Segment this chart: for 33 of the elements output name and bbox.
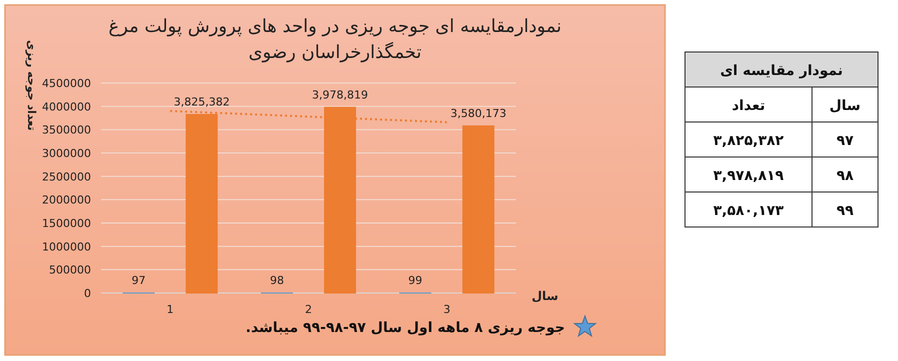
text: جوجه ریزی ۸ ماهه اول سال ۹۷-۹۸-۹۹ میباشد. [246,320,565,336]
y-tick-label: 2500000 [42,170,91,184]
text: نمودار مقایسه ای [720,63,843,79]
text: سال [829,98,861,114]
text: ۳,۹۷۸,۸۱۹ [713,168,784,184]
y-tick-label: 3500000 [42,124,91,137]
data-label: 3,978,819 [312,88,368,102]
data-label: 98 [270,274,284,287]
text: ۳,۸۲۵,۳۸۲ [713,133,784,149]
x-tick-label: 3 [443,303,450,316]
y-tick-label: 2000000 [42,194,91,207]
y-tick-label: 0 [84,287,91,300]
y-tick-label: 1000000 [42,240,91,254]
text: تعداد [732,98,766,114]
y-tick-label: 500000 [49,264,91,277]
x-axis-title: سال [532,289,558,303]
chart-title: نمودارمقایسه ای جوجه ریزی در واحد های پرورش پولت مرغ تخمگذارخراسان رضوی [107,15,562,65]
y-tick-label: 3000000 [42,147,91,160]
y-axis-title: تعداد جوجه ریزی [25,40,38,131]
text: ۹۹ [836,203,854,219]
text: ۹۷ [836,133,854,149]
data-label: 3,580,173 [450,106,506,120]
bar [462,125,494,294]
data-label: 97 [132,274,146,287]
y-tick-label: 4500000 [42,77,91,90]
data-label: 99 [408,274,422,287]
x-tick-label: 2 [305,303,312,316]
text: ۳,۵۸۰,۱۷۳ [713,203,784,219]
x-tick-label: 1 [166,303,174,316]
data-label: 3,825,382 [174,95,230,108]
y-tick-label: 4000000 [42,100,91,114]
text: ۹۸ [836,168,854,184]
y-tick-label: 1500000 [42,217,91,230]
